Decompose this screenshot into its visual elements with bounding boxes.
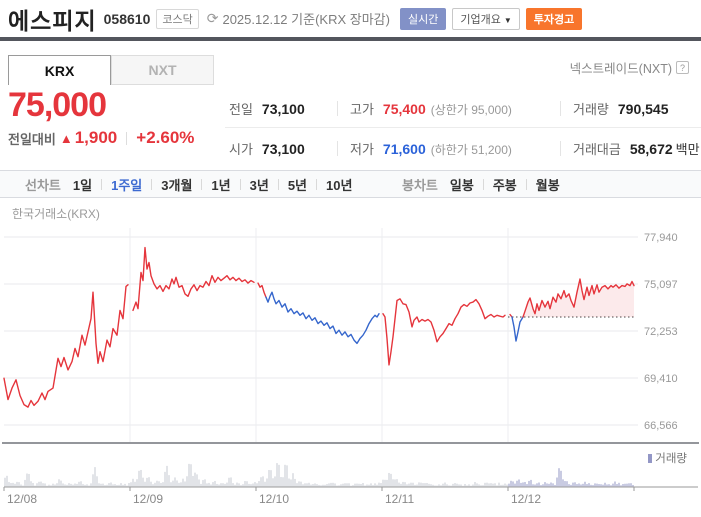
period-10year[interactable]: 10년 (326, 177, 353, 193)
price-change-row: 전일대비 ▲ 1,900 +2.60% (8, 128, 194, 148)
info-row-divider (225, 127, 701, 128)
low-label: 저가 (350, 141, 374, 157)
change-separator (126, 131, 128, 145)
low-cell: 저가 71,600 (하한가 51,200) (338, 139, 560, 158)
chart-toolbar: 선차트 1일 1주일 3개월 1년 3년 5년 10년 봉차트 일봉 주봉 월봉 (0, 170, 701, 198)
volume-bar-icon (648, 453, 653, 463)
open-label: 시가 (229, 141, 253, 157)
volume-legend: 거래량 (648, 450, 687, 466)
period-1week[interactable]: 1주일 (111, 177, 143, 193)
toolbar-divider (101, 178, 103, 190)
open-value: 73,100 (261, 140, 305, 157)
price-chart: 77,940 75,097 72,253 69,410 66,566 12/08 12/09… (2, 228, 699, 506)
high-cell: 고가 75,400 (상한가 95,000) (338, 99, 560, 118)
toolbar-divider (239, 178, 241, 190)
price-block: 75,000 전일대비 ▲ 1,900 +2.60% (8, 86, 194, 148)
y-axis-label: 75,097 (644, 279, 678, 291)
up-triangle-icon: ▲ (59, 130, 73, 146)
volume-label: 거래량 (573, 101, 609, 117)
investment-warning-badge: 투자경고 (525, 7, 583, 30)
high-value: 75,400 (382, 100, 426, 117)
high-label: 고가 (350, 101, 374, 117)
toolbar-divider (525, 178, 527, 190)
candle-weekly[interactable]: 주봉 (492, 177, 517, 193)
x-axis-label: 12/12 (511, 492, 541, 506)
period-3month[interactable]: 3개월 (161, 177, 193, 193)
x-axis-label: 12/09 (133, 492, 163, 506)
chart-area: 한국거래소(KRX) 77,940 75,097 72,253 69,410 66,56… (0, 197, 701, 517)
column-divider (560, 100, 561, 116)
nxt-link-label: 넥스트레이드(NXT) (569, 62, 672, 76)
nxt-link[interactable]: 넥스트레이드(NXT) ? (570, 58, 689, 77)
period-5year[interactable]: 5년 (287, 177, 308, 193)
volume-cell: 거래량 790,545 (561, 99, 669, 118)
volume-value: 790,545 (617, 100, 669, 117)
company-overview-button[interactable]: 기업개요 ▼ (452, 7, 520, 30)
info-row-2: 시가 73,100 저가 71,600 (하한가 51,200) 거래대금 58… (225, 130, 701, 166)
lower-limit: (하한가 51,200) (430, 142, 512, 157)
period-1year[interactable]: 1년 (211, 177, 231, 193)
prev-close-cell: 전일 73,100 (225, 99, 337, 118)
chart-title: 한국거래소(KRX) (12, 207, 100, 221)
toolbar-divider (201, 178, 203, 190)
candle-daily[interactable]: 일봉 (449, 177, 474, 193)
toolbar-divider (316, 178, 318, 190)
stock-code: 058610 (103, 10, 151, 27)
trade-value-value: 58,672 (629, 140, 673, 157)
tab-nxt[interactable]: NXT (111, 55, 214, 85)
market-badge: 코스닥 (156, 8, 199, 29)
y-axis-label: 77,940 (644, 232, 678, 244)
toolbar-divider (277, 178, 279, 190)
prev-close-label: 전일 (229, 101, 253, 117)
trade-value-cell: 거래대금 58,672 백만 (561, 139, 700, 158)
column-divider (337, 100, 338, 116)
line-chart-label: 선차트 (25, 177, 61, 193)
change-percent: +2.60% (136, 128, 195, 147)
upper-limit: (상한가 95,000) (430, 102, 512, 117)
change-value: 1,900 (74, 128, 118, 147)
x-axis-label: 12/10 (259, 492, 289, 506)
trade-value-label: 거래대금 (573, 141, 621, 157)
realtime-button[interactable]: 실시간 (399, 7, 447, 30)
change-label: 전일대비 (8, 131, 56, 147)
column-divider (337, 140, 338, 156)
x-axis-label: 12/11 (385, 492, 414, 506)
header-divider (0, 37, 701, 41)
volume-legend-label: 거래량 (655, 453, 687, 465)
candle-chart-group: 봉차트 일봉 주봉 월봉 (402, 175, 560, 194)
y-axis-label: 72,253 (644, 326, 678, 338)
line-chart-group: 선차트 1일 1주일 3개월 1년 3년 5년 10년 (25, 175, 352, 194)
x-axis-label: 12/08 (7, 492, 37, 506)
open-cell: 시가 73,100 (225, 139, 337, 158)
info-row-1: 전일 73,100 고가 75,400 (상한가 95,000) 거래량 790… (225, 90, 701, 126)
y-axis-label: 66,566 (644, 420, 678, 432)
stock-name: 에스피지 (8, 7, 97, 34)
period-3year[interactable]: 3년 (249, 177, 269, 193)
current-price: 75,000 (8, 86, 107, 124)
trade-value-unit: 백만 (675, 141, 700, 157)
low-value: 71,600 (382, 140, 426, 157)
help-icon[interactable]: ? (676, 61, 689, 74)
tab-krx[interactable]: KRX (8, 55, 111, 85)
header: 에스피지 058610 코스닥 ⟳ 2025.12.12 기준(KRX 장마감)… (0, 0, 701, 37)
quote-date: 2025.12.12 기준(KRX 장마감) (222, 12, 390, 27)
company-overview-label: 기업개요 (460, 13, 501, 26)
prev-close-value: 73,100 (261, 100, 305, 117)
candle-chart-label: 봉차트 (402, 177, 438, 193)
market-tabs: KRX NXT (8, 55, 214, 85)
chevron-down-icon: ▼ (503, 15, 512, 25)
toolbar-divider (151, 178, 153, 190)
column-divider (560, 140, 561, 156)
candle-monthly[interactable]: 월봉 (535, 177, 560, 193)
refresh-icon[interactable]: ⟳ (206, 10, 219, 26)
period-1day[interactable]: 1일 (72, 177, 93, 193)
toolbar-divider (482, 178, 484, 190)
y-axis-label: 69,410 (644, 373, 678, 385)
